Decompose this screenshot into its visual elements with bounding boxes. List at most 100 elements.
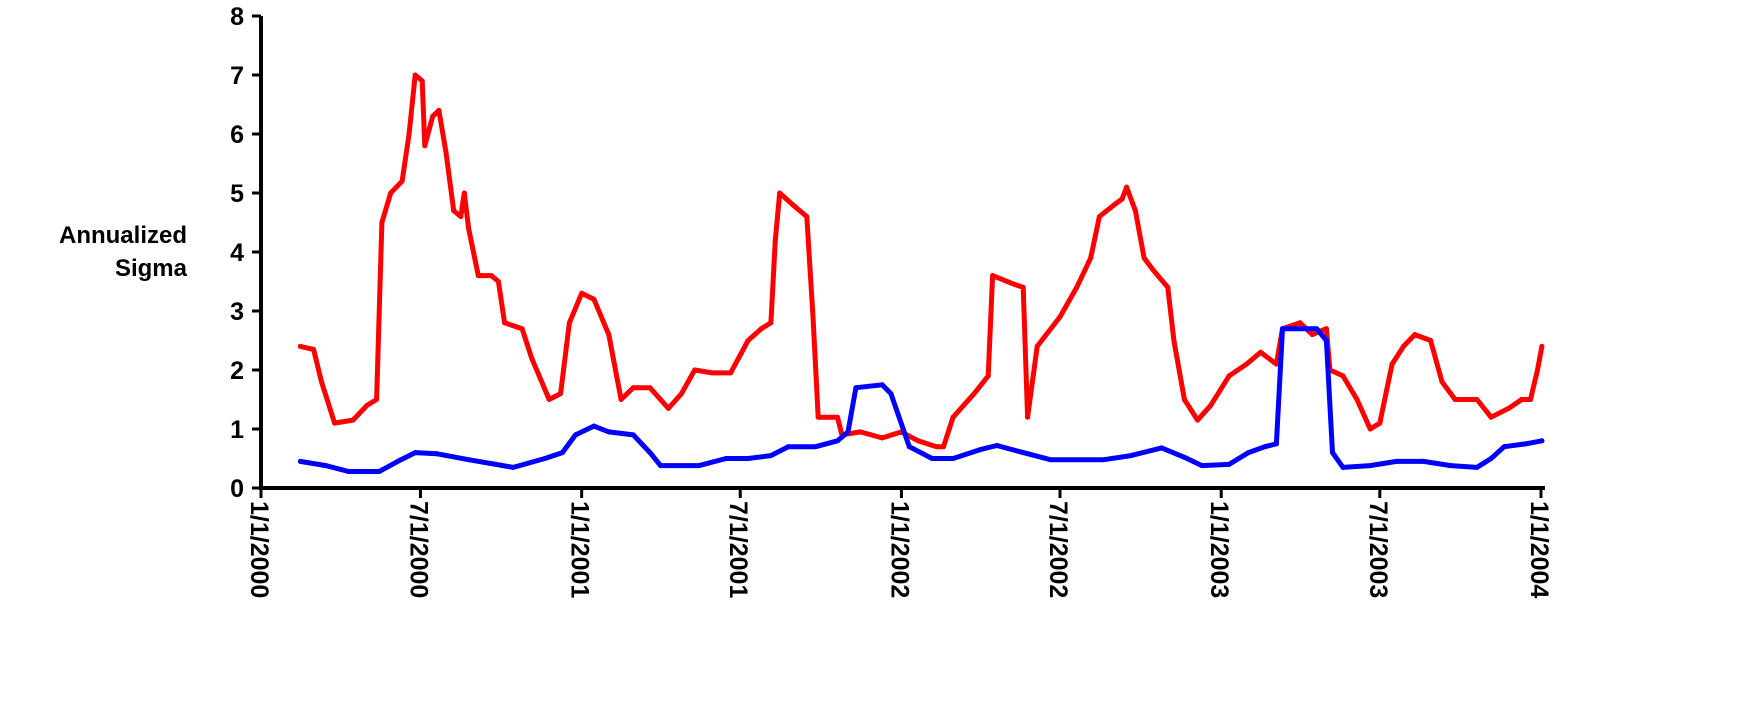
data-point: [1501, 444, 1507, 450]
data-point: [379, 220, 385, 225]
data-point: [1141, 255, 1147, 261]
data-point: [1181, 454, 1187, 460]
data-point: [419, 78, 425, 84]
data-point: [529, 355, 535, 361]
data-point: [1535, 367, 1540, 373]
data-point: [1412, 332, 1418, 338]
data-point: [1101, 457, 1107, 463]
data-point: [777, 190, 783, 196]
data-point: [546, 397, 552, 402]
x-tick-label: 1/1/2000: [245, 501, 273, 598]
data-point: [323, 463, 329, 469]
data-point: [1150, 267, 1156, 273]
data-point: [436, 107, 442, 113]
series-line: [297, 326, 1545, 474]
data-point: [941, 444, 946, 450]
data-point: [1245, 450, 1251, 456]
data-point: [1012, 281, 1017, 287]
y-tick-label: 2: [230, 357, 244, 385]
y-tick-label: 6: [230, 121, 244, 149]
data-point: [1488, 414, 1494, 420]
data-point: [519, 326, 525, 332]
data-point: [1488, 456, 1494, 461]
data-point: [728, 370, 734, 376]
data-point: [990, 273, 996, 279]
data-point: [810, 314, 816, 320]
data-point: [1088, 255, 1094, 261]
data-point: [430, 113, 436, 119]
data-point: [1314, 326, 1320, 332]
data-point: [297, 458, 303, 464]
data-point: [630, 432, 636, 438]
data-point: [1428, 338, 1434, 343]
data-point: [888, 391, 894, 397]
data-point: [723, 456, 729, 461]
data-point: [350, 417, 356, 423]
data-point: [1377, 420, 1383, 426]
data-point: [1389, 361, 1395, 367]
data-point: [929, 456, 935, 461]
data-point: [1074, 457, 1080, 463]
data-point: [1439, 379, 1445, 385]
data-point: [1330, 450, 1335, 456]
data-point: [1226, 461, 1232, 467]
data-point: [559, 450, 565, 456]
data-point: [857, 429, 863, 435]
data-point: [1421, 458, 1427, 464]
data-point: [502, 320, 508, 326]
data-point: [412, 450, 418, 456]
data-point: [406, 131, 412, 137]
data-point: [399, 178, 405, 184]
data-point: [1401, 343, 1406, 349]
data-point: [466, 225, 472, 231]
data-point: [395, 458, 401, 464]
data-point: [950, 456, 956, 461]
data-point: [1020, 450, 1026, 456]
data-point: [709, 370, 715, 376]
data-point: [1181, 397, 1187, 402]
data-point: [915, 438, 921, 444]
x-tick-label: 7/1/2000: [404, 501, 432, 598]
x-tick-label: 7/1/2002: [1044, 501, 1072, 598]
data-point: [1025, 414, 1031, 420]
data-point: [745, 338, 751, 343]
series-0: [297, 72, 1545, 450]
data-point: [1280, 326, 1285, 332]
data-point: [461, 190, 467, 196]
data-point: [1297, 320, 1303, 326]
y-tick-label: 0: [230, 475, 244, 503]
data-point: [412, 72, 418, 78]
y-axis-label-line-1: Annualized: [58, 222, 187, 249]
data-point: [1096, 214, 1102, 220]
data-point: [1523, 441, 1529, 447]
data-point: [994, 443, 1000, 448]
data-point: [745, 456, 751, 461]
data-point: [618, 397, 624, 402]
data-point: [696, 463, 702, 469]
data-point: [422, 143, 428, 149]
data-point: [451, 208, 457, 214]
data-point: [879, 435, 885, 441]
data-point: [934, 444, 939, 450]
data-point: [1208, 402, 1214, 408]
data-point: [510, 464, 516, 470]
data-point: [1132, 208, 1138, 214]
data-point: [815, 414, 821, 420]
data-point: [790, 202, 796, 208]
data-point: [1273, 441, 1279, 447]
data-point: [772, 237, 778, 243]
data-point: [542, 456, 548, 461]
data-point: [1367, 463, 1373, 469]
series-1: [297, 326, 1545, 474]
data-point: [1519, 397, 1525, 402]
data-point: [606, 332, 612, 338]
x-tick-label: 1/1/2002: [885, 501, 913, 598]
data-point: [311, 346, 317, 352]
data-point: [1323, 326, 1329, 332]
data-point: [906, 444, 912, 450]
data-point: [458, 214, 464, 220]
data-point: [1128, 453, 1134, 459]
data-point: [566, 320, 572, 326]
data-point: [1020, 284, 1026, 290]
data-point: [768, 320, 774, 326]
